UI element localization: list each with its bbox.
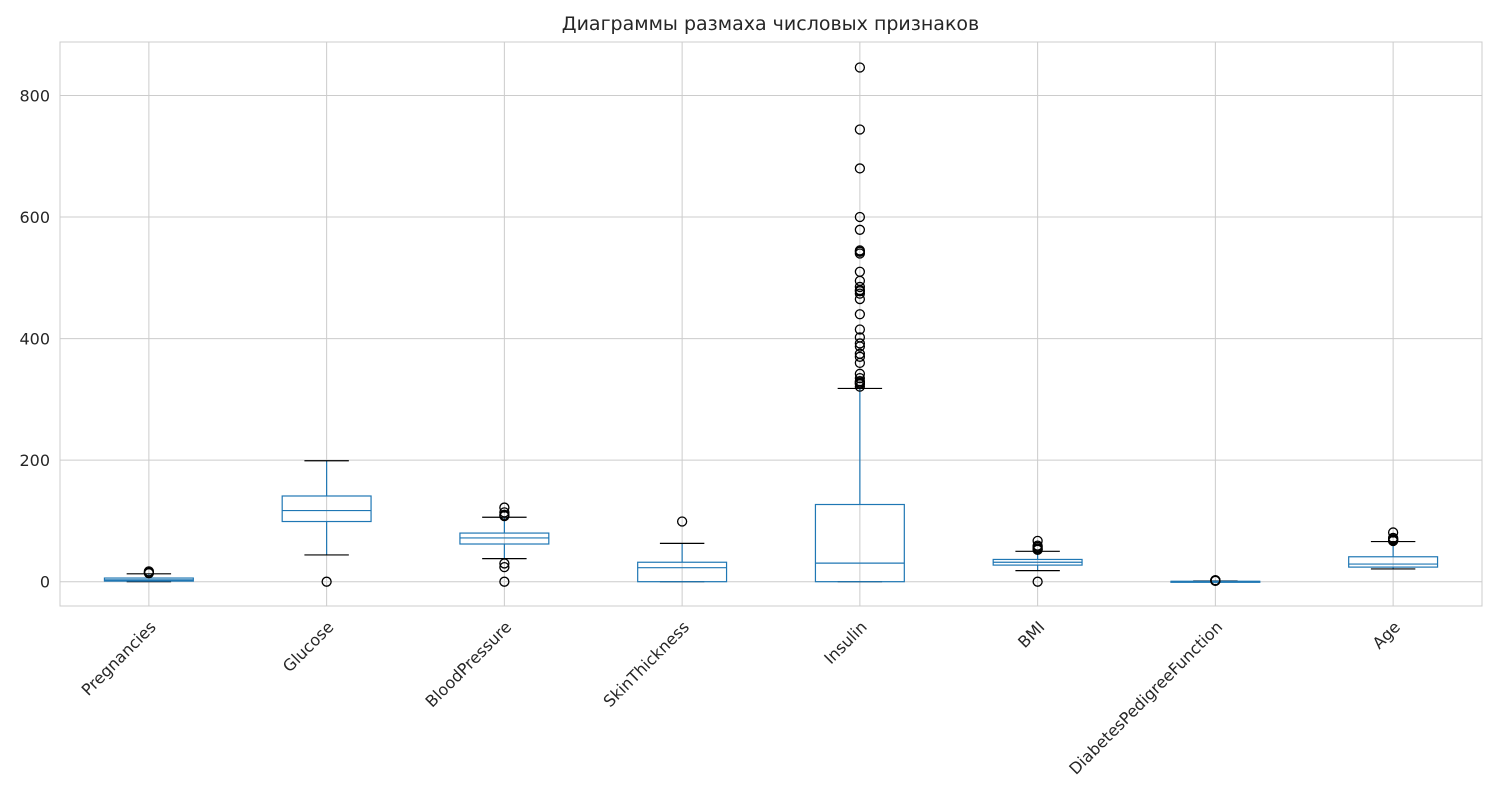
outlier-point [854,245,866,256]
x-tick-label: Pregnancies [78,617,160,699]
outlier-point [1032,535,1043,547]
outlier-point [143,566,155,577]
plot-frame [59,41,1483,607]
outlier-point [854,163,866,174]
y-tick-label: 800 [19,86,50,105]
y-tick-label: 400 [19,330,50,349]
outlier-point [854,338,866,349]
outlier-point [499,576,510,587]
x-tick-label: BloodPressure [422,617,516,711]
box [1348,556,1439,568]
box [637,561,728,583]
box [459,532,550,545]
outlier-point [1387,527,1399,538]
outlier-point [321,576,332,587]
x-tick-label: Insulin [820,617,870,667]
outlier-point [499,558,510,569]
outlier-point [676,516,688,527]
outlier-point [499,507,510,518]
box [281,495,372,523]
x-tick-label: BMI [1014,617,1048,651]
outlier-point [1032,576,1043,587]
outlier-point [854,351,866,362]
x-tick-label: SkinThickness [600,617,693,710]
box [814,503,905,583]
outlier-point [854,62,866,73]
outlier-point [854,348,866,359]
chart-title: Диаграммы размаха числовых признаков [561,13,980,35]
x-tick-label: Glucose [279,617,338,676]
x-tick-label: Age [1369,617,1404,652]
outlier-point [1032,540,1043,551]
outlier-point [854,375,866,387]
outlier-point [854,332,866,343]
outlier-point [854,224,866,235]
outlier-point [854,281,866,293]
x-tick-label: DiabetesPedigreeFunction [1065,617,1226,778]
y-tick-label: 600 [19,208,50,227]
outlier-point [854,266,866,277]
outlier-point [499,561,510,573]
outlier-point [1210,575,1221,586]
outlier-point [1387,532,1399,544]
outlier-point [854,309,866,320]
outlier-point [854,124,866,135]
outlier-point [499,502,510,513]
outlier-point [854,372,866,384]
outlier-point [854,368,866,379]
y-tick-label: 0 [40,573,50,592]
y-tick-label: 200 [19,451,50,470]
outlier-point [854,324,866,335]
outlier-point [854,211,866,223]
